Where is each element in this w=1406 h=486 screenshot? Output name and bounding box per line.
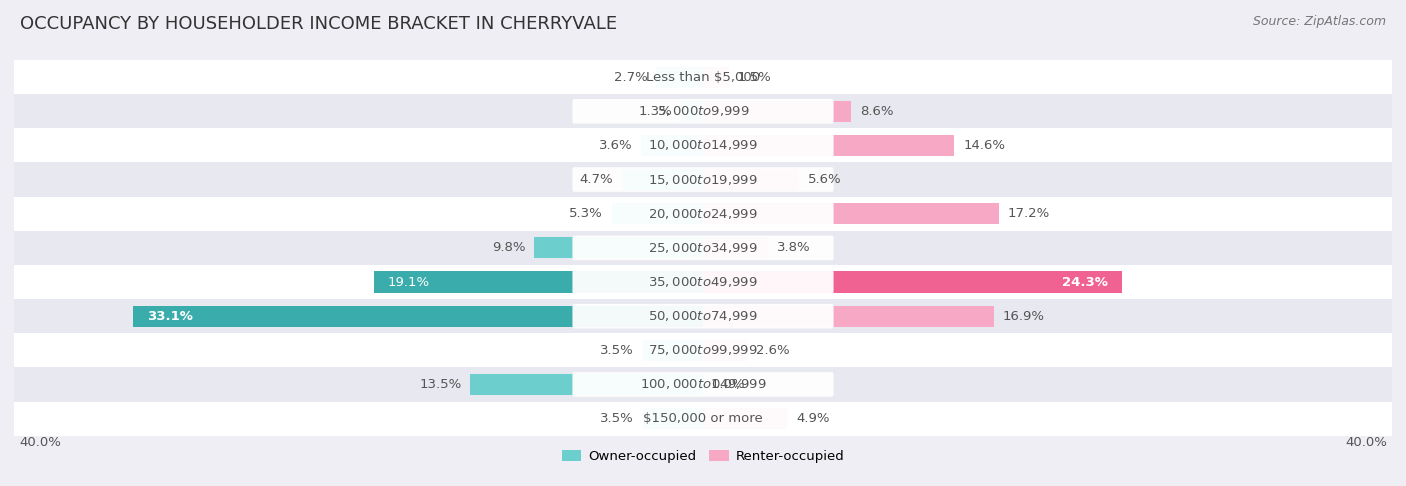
FancyBboxPatch shape — [0, 265, 1406, 299]
Text: $50,000 to $74,999: $50,000 to $74,999 — [648, 309, 758, 323]
Text: 2.6%: 2.6% — [756, 344, 790, 357]
FancyBboxPatch shape — [0, 231, 1406, 265]
Text: $25,000 to $34,999: $25,000 to $34,999 — [648, 241, 758, 255]
Bar — [703, 237, 769, 259]
Text: 3.8%: 3.8% — [778, 242, 811, 254]
Bar — [703, 169, 800, 190]
Text: $150,000 or more: $150,000 or more — [643, 412, 763, 425]
Text: 33.1%: 33.1% — [146, 310, 193, 323]
FancyBboxPatch shape — [0, 401, 1406, 435]
Bar — [703, 408, 787, 429]
Text: 3.5%: 3.5% — [600, 344, 634, 357]
Text: Less than $5,000: Less than $5,000 — [645, 70, 761, 84]
Text: $100,000 to $149,999: $100,000 to $149,999 — [640, 378, 766, 391]
Text: 14.6%: 14.6% — [963, 139, 1005, 152]
FancyBboxPatch shape — [0, 94, 1406, 128]
Bar — [703, 340, 748, 361]
FancyBboxPatch shape — [0, 128, 1406, 162]
FancyBboxPatch shape — [0, 299, 1406, 333]
FancyBboxPatch shape — [572, 372, 834, 397]
Text: $15,000 to $19,999: $15,000 to $19,999 — [648, 173, 758, 187]
Text: 3.6%: 3.6% — [599, 139, 633, 152]
Bar — [643, 340, 703, 361]
Bar — [643, 408, 703, 429]
Text: 24.3%: 24.3% — [1062, 276, 1108, 289]
Text: 1.5%: 1.5% — [738, 70, 772, 84]
Text: Source: ZipAtlas.com: Source: ZipAtlas.com — [1253, 15, 1386, 28]
Text: 40.0%: 40.0% — [20, 435, 60, 449]
Text: OCCUPANCY BY HOUSEHOLDER INCOME BRACKET IN CHERRYVALE: OCCUPANCY BY HOUSEHOLDER INCOME BRACKET … — [20, 15, 617, 33]
FancyBboxPatch shape — [572, 236, 834, 260]
FancyBboxPatch shape — [572, 270, 834, 295]
FancyBboxPatch shape — [0, 367, 1406, 401]
Text: $75,000 to $99,999: $75,000 to $99,999 — [648, 343, 758, 357]
Text: $10,000 to $14,999: $10,000 to $14,999 — [648, 139, 758, 153]
Bar — [134, 306, 703, 327]
FancyBboxPatch shape — [572, 65, 834, 89]
Text: $35,000 to $49,999: $35,000 to $49,999 — [648, 275, 758, 289]
FancyBboxPatch shape — [0, 60, 1406, 94]
Text: 9.8%: 9.8% — [492, 242, 526, 254]
FancyBboxPatch shape — [572, 99, 834, 123]
Text: 0.0%: 0.0% — [711, 378, 745, 391]
Text: 4.7%: 4.7% — [579, 173, 613, 186]
FancyBboxPatch shape — [572, 406, 834, 431]
Bar — [703, 203, 1000, 225]
Bar — [703, 101, 851, 122]
Bar — [374, 271, 703, 293]
Text: 19.1%: 19.1% — [388, 276, 430, 289]
Text: 1.3%: 1.3% — [638, 105, 672, 118]
Text: 8.6%: 8.6% — [859, 105, 893, 118]
Text: 4.9%: 4.9% — [796, 412, 830, 425]
FancyBboxPatch shape — [572, 304, 834, 329]
Text: 16.9%: 16.9% — [1002, 310, 1045, 323]
Text: 17.2%: 17.2% — [1008, 207, 1050, 220]
Text: 40.0%: 40.0% — [1346, 435, 1386, 449]
Bar — [612, 203, 703, 225]
Text: 3.5%: 3.5% — [600, 412, 634, 425]
Bar — [703, 271, 1122, 293]
Bar — [681, 101, 703, 122]
Text: $20,000 to $24,999: $20,000 to $24,999 — [648, 207, 758, 221]
FancyBboxPatch shape — [0, 197, 1406, 231]
Text: 5.3%: 5.3% — [569, 207, 603, 220]
Bar — [703, 306, 994, 327]
FancyBboxPatch shape — [572, 167, 834, 192]
FancyBboxPatch shape — [572, 338, 834, 363]
Text: 13.5%: 13.5% — [419, 378, 461, 391]
FancyBboxPatch shape — [0, 162, 1406, 197]
Bar — [471, 374, 703, 395]
Bar — [703, 67, 728, 87]
Bar — [703, 135, 955, 156]
Bar — [534, 237, 703, 259]
Bar — [641, 135, 703, 156]
Text: 5.6%: 5.6% — [808, 173, 842, 186]
FancyBboxPatch shape — [572, 201, 834, 226]
FancyBboxPatch shape — [572, 133, 834, 157]
Text: 2.7%: 2.7% — [614, 70, 648, 84]
Legend: Owner-occupied, Renter-occupied: Owner-occupied, Renter-occupied — [561, 450, 845, 463]
Bar — [621, 169, 703, 190]
FancyBboxPatch shape — [0, 333, 1406, 367]
Bar — [657, 67, 703, 87]
Text: $5,000 to $9,999: $5,000 to $9,999 — [657, 104, 749, 118]
